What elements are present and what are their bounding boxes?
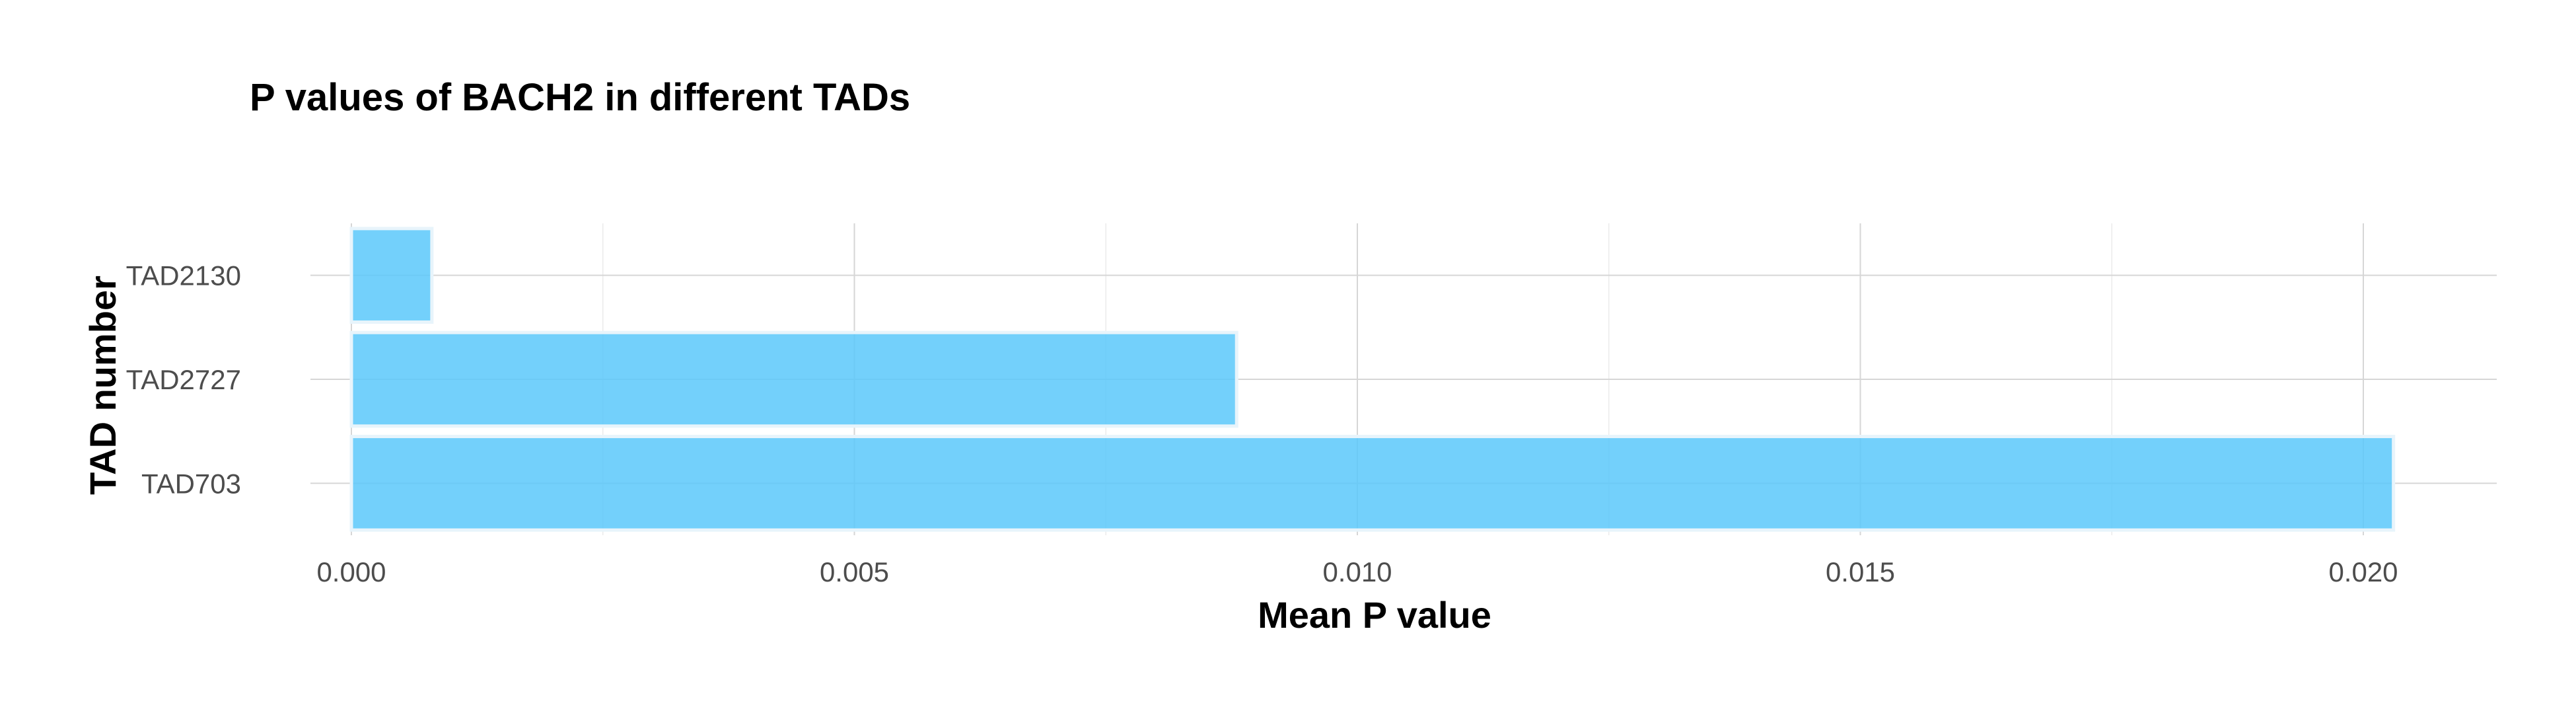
chart-title: P values of BACH2 in different TADs	[250, 76, 910, 119]
y-tick-label: TAD2130	[126, 260, 241, 291]
x-axis-title: Mean P value	[1258, 594, 1491, 636]
bars	[349, 227, 2396, 532]
x-tick-label: 0.005	[820, 556, 889, 587]
x-tick-label: 0.015	[1826, 556, 1895, 587]
x-axis-tick-labels: 0.000 0.005 0.010 0.015 0.020	[316, 556, 2398, 587]
bar-tad2130	[349, 227, 434, 324]
x-tick-label: 0.020	[2328, 556, 2398, 587]
bar-tad703	[349, 435, 2396, 532]
y-axis-title: TAD number	[82, 276, 124, 495]
y-tick-label: TAD703	[141, 468, 241, 499]
x-tick-label: 0.010	[1322, 556, 1392, 587]
y-axis-tick-labels: TAD2130 TAD2727 TAD703	[126, 260, 241, 500]
y-tick-label: TAD2727	[126, 364, 241, 395]
x-tick-label: 0.000	[316, 556, 386, 587]
bar-tad2727	[349, 330, 1238, 428]
